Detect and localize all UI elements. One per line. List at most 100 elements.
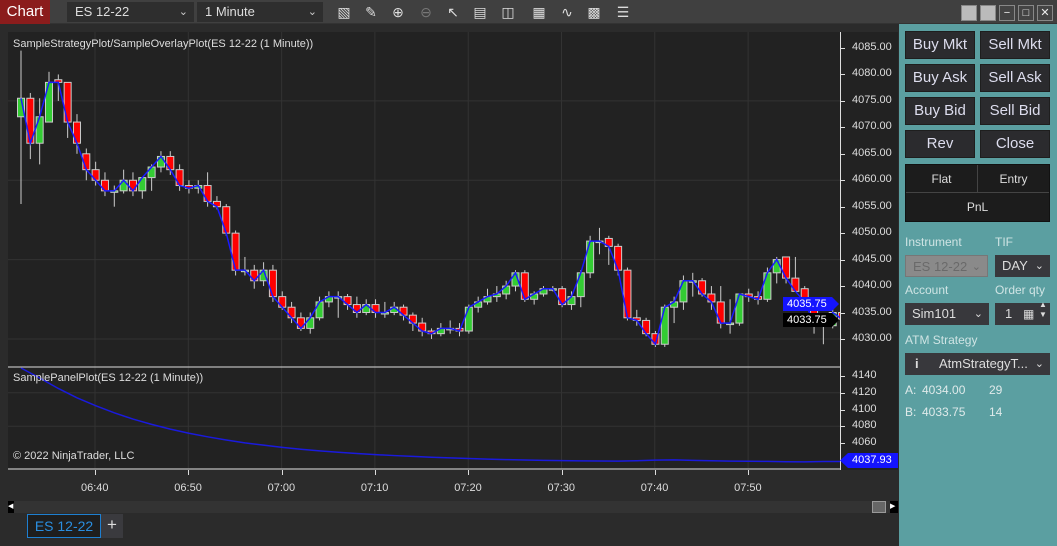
tab-es-12-22[interactable]: ES 12-22 [27,514,101,538]
price-tick-label: 4045.00 [852,252,892,265]
buy-mkt-button[interactable]: Buy Mkt [905,31,975,59]
price-axis[interactable] [840,32,898,470]
price-tick-label: 4085.00 [852,41,892,53]
account-dropdown[interactable]: Sim101 ⌄ [905,303,989,325]
time-tick-label: 07:20 [454,482,482,494]
chevron-down-icon: ⌄ [178,6,188,18]
time-tick-label: 07:10 [360,482,389,494]
ask-price: 4034.00 [922,383,966,397]
atm-strategy-dropdown[interactable]: i AtmStrategyT... ⌄ [905,353,1050,375]
time-tick-label: 06:50 [174,482,202,494]
panel-tick-label: 4120 [852,385,877,398]
window-option-icon[interactable] [961,5,977,21]
candle-up [306,317,315,329]
buy-bid-button[interactable]: Buy Bid [905,97,975,125]
order-qty-stepper[interactable]: 1 ▦ ▲ ▼ [995,300,1050,325]
close-position-button[interactable]: Close [980,130,1050,158]
price-tick-mark [840,100,845,102]
panel-tick-label: 4100 [852,402,877,415]
sell-bid-button[interactable]: Sell Bid [980,97,1050,125]
time-tick-label: 07:00 [267,482,296,494]
minimize-icon[interactable]: − [999,5,1015,21]
candle-down [203,185,212,202]
pencil-icon[interactable]: ✎ [365,4,377,20]
tif-dropdown[interactable]: DAY ⌄ [995,255,1050,277]
chart-menu-button[interactable]: Chart [0,0,50,24]
account-label: Account [905,283,949,297]
chevron-down-icon: ⌄ [971,261,981,273]
time-tick-label: 07:50 [734,482,762,494]
position-display: Flat Entry PnL [905,164,1050,222]
reverse-button[interactable]: Rev [905,130,975,158]
candle-up [735,293,744,324]
overlay-line [20,81,843,346]
properties-icon[interactable]: ◫ [501,4,515,20]
candle-up [586,240,595,274]
sell-ask-button[interactable]: Sell Ask [980,64,1050,92]
atm-strategy-value: AtmStrategyT... [939,356,1028,371]
price-tick-label: 4030.00 [852,331,892,344]
zoom-in-icon[interactable]: ⊕ [392,4,404,20]
sell-mkt-button[interactable]: Sell Mkt [980,31,1050,59]
strategy-icon[interactable]: ▩ [587,4,601,20]
chevron-down-icon: ⌄ [973,308,983,320]
candle-down [63,81,72,123]
chart-plot-area[interactable] [8,32,840,468]
panel-tick-label: 4060 [852,436,877,448]
price-tick-label: 4055.00 [852,199,892,212]
candle-down [296,317,305,329]
drawing-tools-icon[interactable]: ∿ [561,4,573,20]
price-tick-label: 4080.00 [852,67,892,80]
instrument-selector[interactable]: ES 12-22 ⌄ [67,2,194,22]
price-tick-label: 4040.00 [852,279,892,292]
candle-up [138,177,147,192]
close-icon[interactable]: ✕ [1037,5,1053,21]
candle-down [287,306,296,319]
instrument-dropdown[interactable]: ES 12-22 ⌄ [905,255,988,277]
info-icon[interactable]: i [915,356,919,371]
chart-trader-panel: Buy Mkt Sell Mkt Buy Ask Sell Ask Buy Bi… [899,24,1057,546]
candle-down [128,179,137,192]
bar-chart-icon[interactable]: ▧ [337,4,351,20]
candle-down [520,272,529,300]
add-tab-button[interactable]: + [101,514,123,538]
order-qty-label: Order qty [995,283,1046,297]
scroll-thumb[interactable] [872,501,886,513]
price-tick-mark [840,74,845,76]
list-icon[interactable]: ☰ [616,4,630,20]
candle-up [315,301,324,319]
scroll-right-icon[interactable]: ▶ [890,501,898,513]
chart-style-icon[interactable]: ▦ [532,4,546,20]
order-qty-value: 1 [1005,306,1013,321]
toolbar: Chart ES 12-22 ⌄ 1 Minute ⌄ ▧ ✎ ⊕ ⊖ ↖ ▤ ◫ … [0,0,1057,24]
buy-ask-button[interactable]: Buy Ask [905,64,975,92]
interval-selector[interactable]: 1 Minute ⌄ [197,2,323,22]
calculator-icon[interactable]: ▦ [1023,307,1035,321]
candle-down [698,280,707,295]
time-tick-mark [468,470,470,475]
price-tick-label: 4075.00 [852,93,892,106]
overlay-price-marker: 4035.75 [783,297,839,311]
chevron-down-icon: ⌄ [1034,260,1044,272]
zoom-out-icon[interactable]: ⊖ [420,4,432,20]
maximize-icon[interactable]: □ [1018,5,1034,21]
window-option-icon[interactable] [980,5,996,21]
candle-down [791,277,800,292]
pointer-icon[interactable]: ↖ [447,4,459,20]
spin-arrows-icon[interactable]: ▲ ▼ [1039,300,1047,319]
candle-up [772,259,781,274]
price-tick-mark [840,312,845,314]
candle-down [166,155,175,171]
bid-label: B: [905,405,917,419]
candle-up [763,272,772,300]
time-tick-mark [748,470,750,475]
position-flat: Flat [906,165,978,193]
candle-down [278,296,287,308]
candle-down [782,256,791,279]
horizontal-scrollbar[interactable]: ◀ ▶ [8,501,898,513]
ask-label: A: [905,383,917,397]
panel-value-marker: 4037.93 [840,453,898,468]
scroll-left-icon[interactable]: ◀ [8,501,14,513]
candle-down [716,301,725,324]
data-box-icon[interactable]: ▤ [473,4,487,20]
